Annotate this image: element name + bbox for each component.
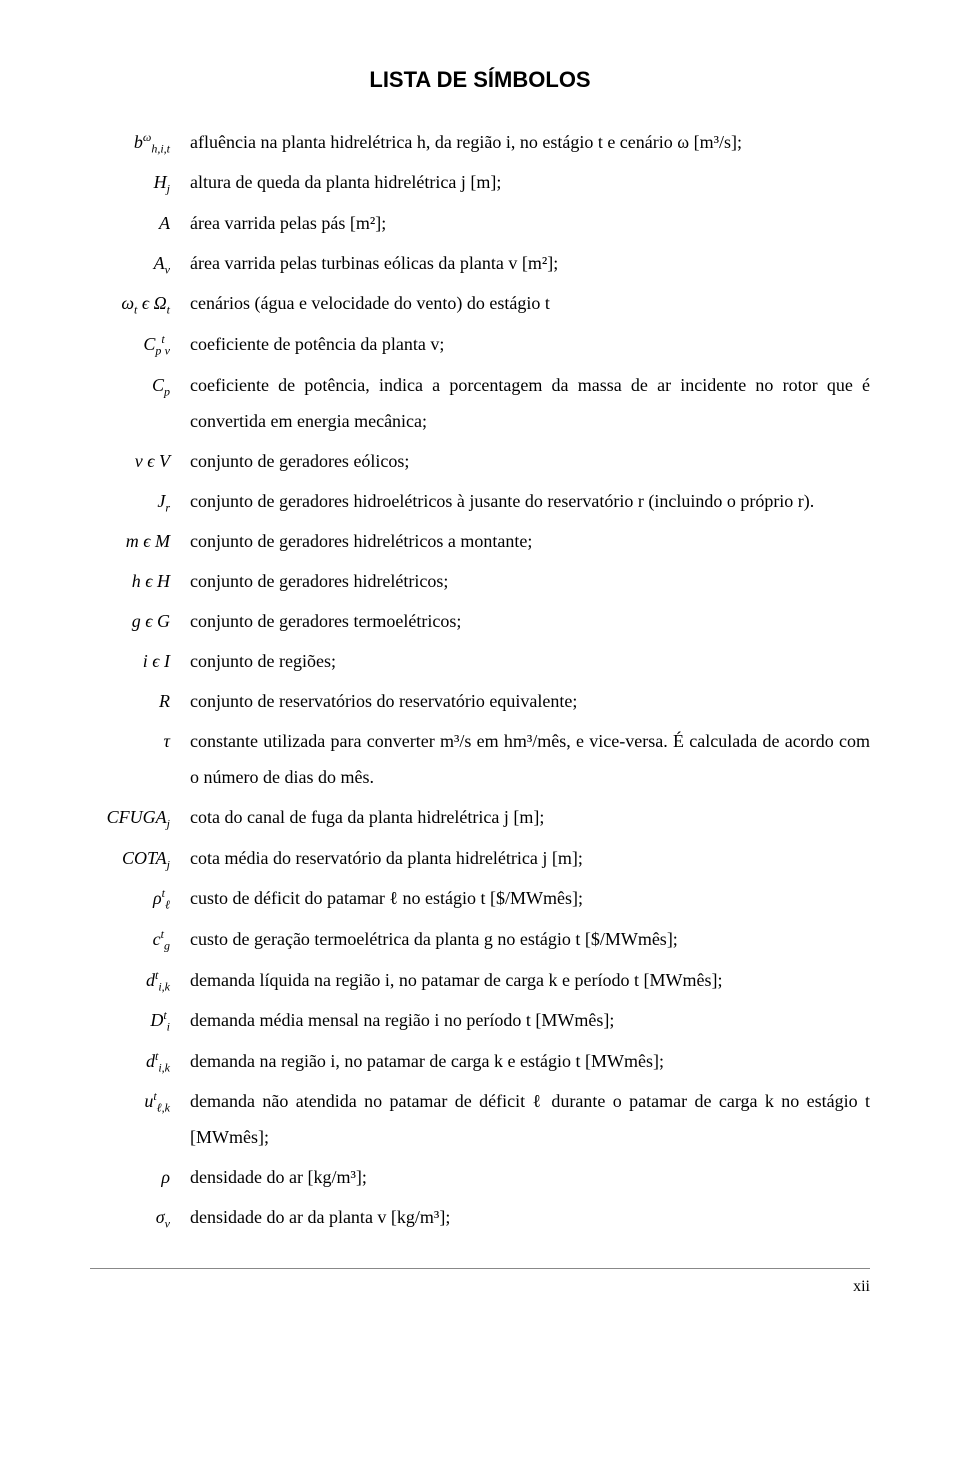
description-cell: demanda na região i, no patamar de carga… — [190, 1043, 870, 1079]
symbol-row: utℓ,kdemanda não atendida no patamar de … — [90, 1083, 870, 1155]
description-cell: coeficiente de potência da planta v; — [190, 326, 870, 362]
symbol-list: bωh,i,tafluência na planta hidrelétrica … — [90, 124, 870, 1236]
description-cell: conjunto de geradores eólicos; — [190, 443, 870, 479]
description-cell: cenários (água e velocidade do vento) do… — [190, 285, 870, 321]
symbol-row: h ϵ Hconjunto de geradores hidrelétricos… — [90, 563, 870, 599]
symbol-row: ρdensidade do ar [kg/m³]; — [90, 1159, 870, 1195]
symbol-cell: Dti — [90, 1002, 190, 1039]
symbol-row: Cpcoeficiente de potência, indica a porc… — [90, 367, 870, 439]
symbol-row: Jrconjunto de geradores hidroelétricos à… — [90, 483, 870, 520]
symbol-cell: Jr — [90, 483, 190, 520]
description-cell: demanda líquida na região i, no patamar … — [190, 962, 870, 998]
symbol-row: Dtidemanda média mensal na região i no p… — [90, 1002, 870, 1039]
symbol-cell: A — [90, 205, 190, 241]
description-cell: conjunto de geradores hidroelétricos à j… — [190, 483, 870, 519]
description-cell: custo de geração termoelétrica da planta… — [190, 921, 870, 957]
symbol-cell: τ — [90, 723, 190, 759]
description-cell: afluência na planta hidrelétrica h, da r… — [190, 124, 870, 160]
symbol-cell: i ϵ I — [90, 643, 190, 679]
symbol-cell: h ϵ H — [90, 563, 190, 599]
symbol-cell: ωt ϵ Ωt — [90, 285, 190, 322]
page-title: LISTA DE SÍMBOLOS — [90, 60, 870, 100]
symbol-cell: dti,k — [90, 1043, 190, 1080]
symbol-row: Cptvcoeficiente de potência da planta v; — [90, 326, 870, 363]
description-cell: demanda não atendida no patamar de défic… — [190, 1083, 870, 1155]
symbol-row: m ϵ Mconjunto de geradores hidrelétricos… — [90, 523, 870, 559]
symbol-row: CFUGAjcota do canal de fuga da planta hi… — [90, 799, 870, 836]
symbol-row: σvdensidade do ar da planta v [kg/m³]; — [90, 1199, 870, 1236]
symbol-row: Rconjunto de reservatórios do reservatór… — [90, 683, 870, 719]
description-cell: cota média do reservatório da planta hid… — [190, 840, 870, 876]
symbol-row: i ϵ Iconjunto de regiões; — [90, 643, 870, 679]
symbol-cell: σv — [90, 1199, 190, 1236]
symbol-row: Aárea varrida pelas pás [m²]; — [90, 205, 870, 241]
description-cell: área varrida pelas turbinas eólicas da p… — [190, 245, 870, 281]
description-cell: conjunto de regiões; — [190, 643, 870, 679]
symbol-row: Avárea varrida pelas turbinas eólicas da… — [90, 245, 870, 282]
symbol-cell: R — [90, 683, 190, 719]
symbol-cell: utℓ,k — [90, 1083, 190, 1120]
symbol-cell: Cptv — [90, 326, 190, 363]
description-cell: conjunto de geradores hidrelétricos; — [190, 563, 870, 599]
symbol-row: ctgcusto de geração termoelétrica da pla… — [90, 921, 870, 958]
symbol-cell: dti,k — [90, 962, 190, 999]
description-cell: conjunto de geradores hidrelétricos a mo… — [190, 523, 870, 559]
page-number: xii — [853, 1278, 870, 1295]
page-footer: xii — [90, 1268, 870, 1302]
description-cell: conjunto de reservatórios do reservatóri… — [190, 683, 870, 719]
symbol-cell: bωh,i,t — [90, 124, 190, 161]
symbol-cell: Cp — [90, 367, 190, 404]
symbol-cell: Hj — [90, 164, 190, 201]
symbol-row: COTAjcota média do reservatório da plant… — [90, 840, 870, 877]
symbol-row: ρtℓcusto de déficit do patamar ℓ no está… — [90, 880, 870, 917]
symbol-cell: ρ — [90, 1159, 190, 1195]
symbol-cell: g ϵ G — [90, 603, 190, 639]
symbol-cell: COTAj — [90, 840, 190, 877]
description-cell: densidade do ar da planta v [kg/m³]; — [190, 1199, 870, 1235]
description-cell: custo de déficit do patamar ℓ no estágio… — [190, 880, 870, 916]
symbol-row: τconstante utilizada para converter m³/s… — [90, 723, 870, 795]
description-cell: conjunto de geradores termoelétricos; — [190, 603, 870, 639]
description-cell: coeficiente de potência, indica a porcen… — [190, 367, 870, 439]
description-cell: constante utilizada para converter m³/s … — [190, 723, 870, 795]
symbol-cell: v ϵ V — [90, 443, 190, 479]
description-cell: demanda média mensal na região i no perí… — [190, 1002, 870, 1038]
description-cell: densidade do ar [kg/m³]; — [190, 1159, 870, 1195]
symbol-cell: CFUGAj — [90, 799, 190, 836]
symbol-cell: Av — [90, 245, 190, 282]
symbol-row: g ϵ Gconjunto de geradores termoelétrico… — [90, 603, 870, 639]
symbol-row: Hjaltura de queda da planta hidrelétrica… — [90, 164, 870, 201]
symbol-cell: m ϵ M — [90, 523, 190, 559]
symbol-row: dti,kdemanda líquida na região i, no pat… — [90, 962, 870, 999]
symbol-row: dti,kdemanda na região i, no patamar de … — [90, 1043, 870, 1080]
description-cell: área varrida pelas pás [m²]; — [190, 205, 870, 241]
symbol-row: ωt ϵ Ωtcenários (água e velocidade do ve… — [90, 285, 870, 322]
symbol-cell: ρtℓ — [90, 880, 190, 917]
symbol-cell: ctg — [90, 921, 190, 958]
symbol-row: bωh,i,tafluência na planta hidrelétrica … — [90, 124, 870, 161]
symbol-row: v ϵ Vconjunto de geradores eólicos; — [90, 443, 870, 479]
description-cell: cota do canal de fuga da planta hidrelét… — [190, 799, 870, 835]
description-cell: altura de queda da planta hidrelétrica j… — [190, 164, 870, 200]
